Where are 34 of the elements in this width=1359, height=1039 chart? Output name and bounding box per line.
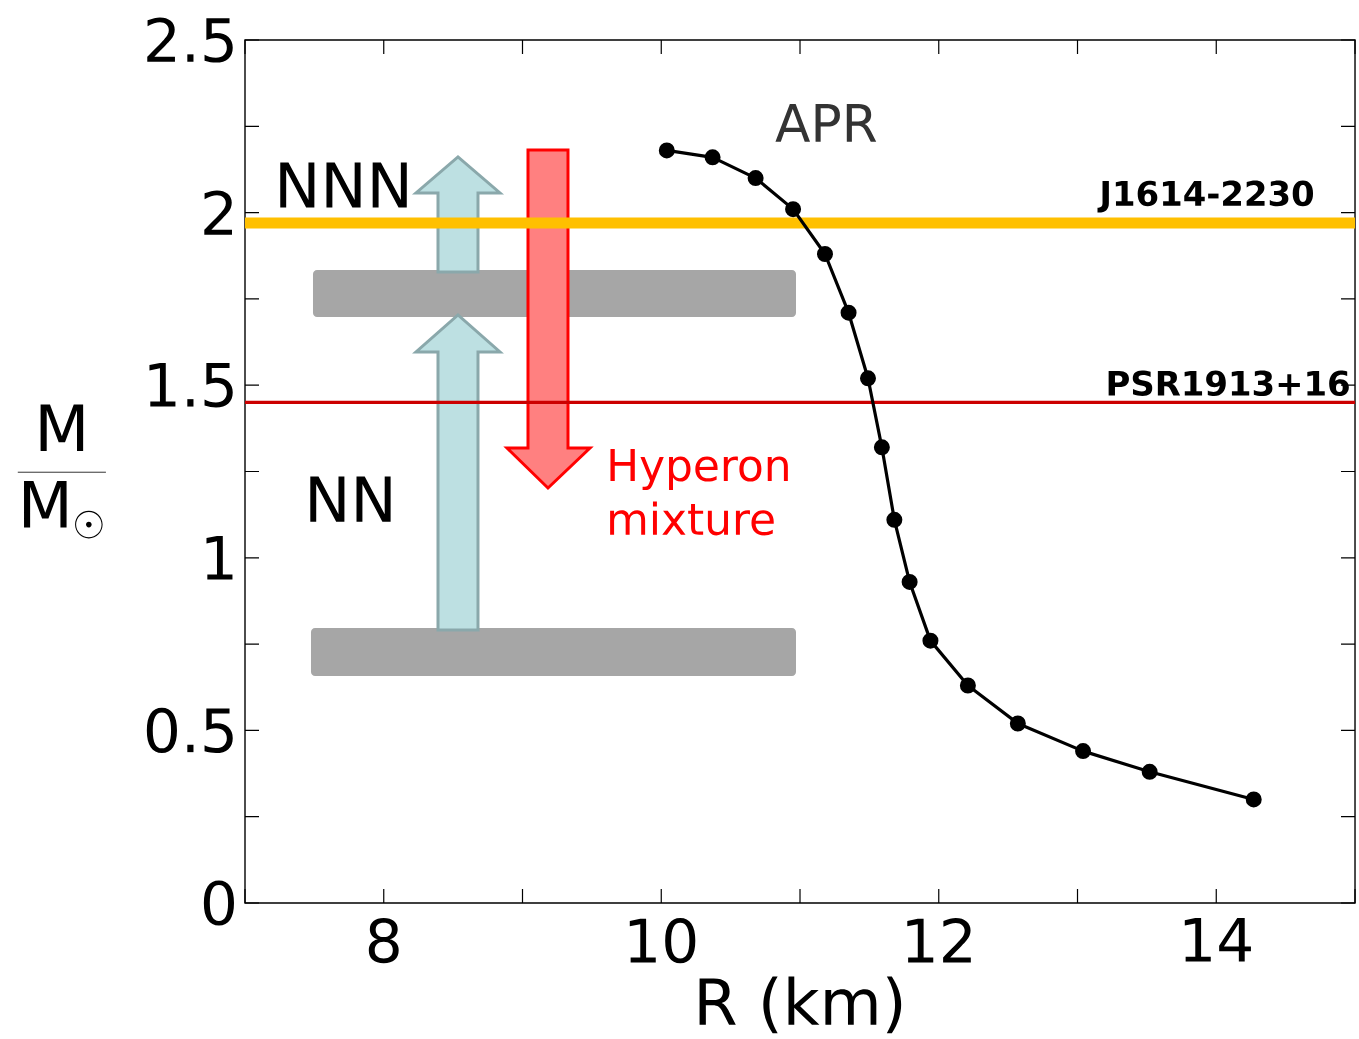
series-label: APR <box>775 103 877 142</box>
y-tick-label: 0.5 <box>146 707 233 753</box>
point <box>747 170 764 187</box>
point <box>1141 763 1158 780</box>
point <box>859 370 876 387</box>
x-axis-title: R (km) <box>699 976 902 1034</box>
x-tick-label: 12 <box>907 918 971 963</box>
y-tick-label: 0 <box>203 880 234 926</box>
point <box>816 246 833 263</box>
y-tick-label: 2.5 <box>147 17 233 63</box>
point <box>886 511 903 528</box>
y-tick-label: 2 <box>204 190 232 235</box>
point <box>1009 715 1026 732</box>
annotation: NNN <box>280 162 407 208</box>
x-tick-label: 8 <box>368 918 399 964</box>
ref-line-label: J1614-2230 <box>1097 180 1314 213</box>
point <box>922 632 939 649</box>
point <box>704 149 721 166</box>
point <box>873 439 890 456</box>
x-tick-label: 14 <box>1184 918 1251 962</box>
point <box>1245 791 1262 808</box>
ref-line-label: PSR1913+16 <box>1108 370 1349 397</box>
point <box>1075 743 1092 760</box>
annotation: NN <box>310 476 391 522</box>
y-tick-label: 1 <box>206 535 233 580</box>
y-axis-title: $\frac{\mathrm{M}}{\mathrm{M}_{\odot}}$ <box>17 404 106 539</box>
point <box>901 573 918 590</box>
point <box>840 304 857 321</box>
x-tick-label: 10 <box>629 918 696 964</box>
annotation: Hyperon mixture <box>610 449 788 536</box>
y-tick-label: 1.5 <box>149 362 233 408</box>
point <box>959 677 976 694</box>
point <box>658 142 675 159</box>
point <box>785 201 802 218</box>
